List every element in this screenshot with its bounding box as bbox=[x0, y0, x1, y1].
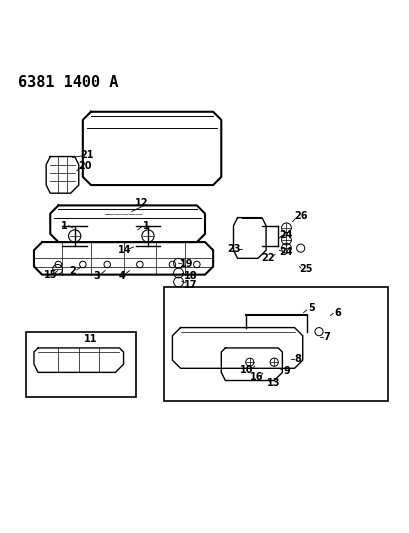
Text: 7: 7 bbox=[323, 332, 330, 342]
FancyBboxPatch shape bbox=[26, 332, 135, 397]
Text: 20: 20 bbox=[78, 160, 91, 171]
Text: 14: 14 bbox=[117, 245, 131, 255]
Text: 24: 24 bbox=[278, 247, 292, 257]
Text: 3: 3 bbox=[94, 271, 100, 281]
Text: ___________: ___________ bbox=[104, 208, 142, 214]
Text: 4: 4 bbox=[118, 271, 125, 281]
Text: 11: 11 bbox=[84, 334, 97, 344]
Text: 5: 5 bbox=[308, 303, 314, 313]
Text: 17: 17 bbox=[184, 280, 197, 290]
FancyBboxPatch shape bbox=[164, 287, 387, 401]
Text: 8: 8 bbox=[294, 354, 301, 365]
Text: 16: 16 bbox=[250, 372, 263, 382]
Text: 1: 1 bbox=[142, 221, 149, 231]
Text: 15: 15 bbox=[43, 270, 57, 280]
Text: 12: 12 bbox=[135, 198, 148, 208]
Text: 24: 24 bbox=[278, 230, 292, 240]
Text: 2: 2 bbox=[69, 266, 76, 277]
Text: 22: 22 bbox=[261, 253, 274, 263]
Text: 23: 23 bbox=[226, 244, 240, 254]
Text: 21: 21 bbox=[80, 150, 93, 159]
Text: 1: 1 bbox=[61, 221, 68, 231]
Text: 18: 18 bbox=[184, 271, 197, 281]
Text: 13: 13 bbox=[266, 378, 279, 389]
Text: 6381 1400 A: 6381 1400 A bbox=[18, 75, 118, 90]
Text: 25: 25 bbox=[299, 264, 312, 274]
Text: 26: 26 bbox=[293, 212, 307, 221]
Text: 6: 6 bbox=[334, 308, 341, 318]
Text: 9: 9 bbox=[282, 366, 289, 376]
Text: 19: 19 bbox=[180, 259, 193, 269]
Text: 10: 10 bbox=[240, 365, 253, 375]
